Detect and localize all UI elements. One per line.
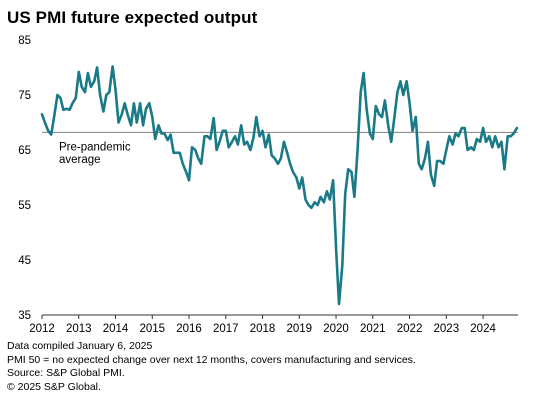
reference-line-label: Pre-pandemic [59, 141, 131, 153]
x-tick-label: 2019 [287, 323, 313, 335]
note-copyright: © 2025 S&P Global. [7, 380, 101, 393]
x-tick-label: 2014 [103, 323, 129, 335]
y-tick-label: 85 [18, 35, 31, 47]
chart-notes: Data compiled January 6, 2025 PMI 50 = n… [7, 340, 416, 394]
note-source: Source: S&P Global PMI. [7, 367, 125, 379]
x-tick-label: 2012 [29, 323, 55, 335]
chart-title: US PMI future expected output [7, 8, 258, 27]
x-tick-label: 2024 [470, 323, 496, 335]
x-tick-label: 2021 [360, 323, 386, 335]
y-tick-label: 75 [18, 90, 31, 102]
x-tick-label: 2023 [434, 323, 460, 335]
x-tick-label: 2015 [139, 323, 165, 335]
x-axis: 2012 2013 2014 2015 2016 2017 2018 2019 2020 2021… [29, 314, 518, 335]
x-tick-label: 2022 [397, 323, 423, 335]
reference-line-label: average [59, 154, 101, 166]
y-axis: 35 45 55 65 75 85 [18, 35, 31, 322]
note-data-compiled: Data compiled January 6, 2025 [7, 340, 153, 352]
x-tick-label: 2017 [213, 323, 239, 335]
x-tick-label: 2013 [66, 323, 92, 335]
y-tick-label: 35 [18, 310, 31, 322]
x-tick-label: 2016 [176, 323, 202, 335]
series-group [40, 65, 519, 306]
note-pmi-definition: PMI 50 = no expected change over next 12… [7, 353, 416, 366]
x-tick-label: 2020 [323, 323, 349, 335]
y-tick-label: 55 [18, 200, 31, 212]
x-tick-label: 2018 [250, 323, 276, 335]
y-tick-label: 65 [18, 145, 31, 157]
y-tick-label: 45 [18, 255, 31, 267]
series-line [40, 65, 519, 306]
